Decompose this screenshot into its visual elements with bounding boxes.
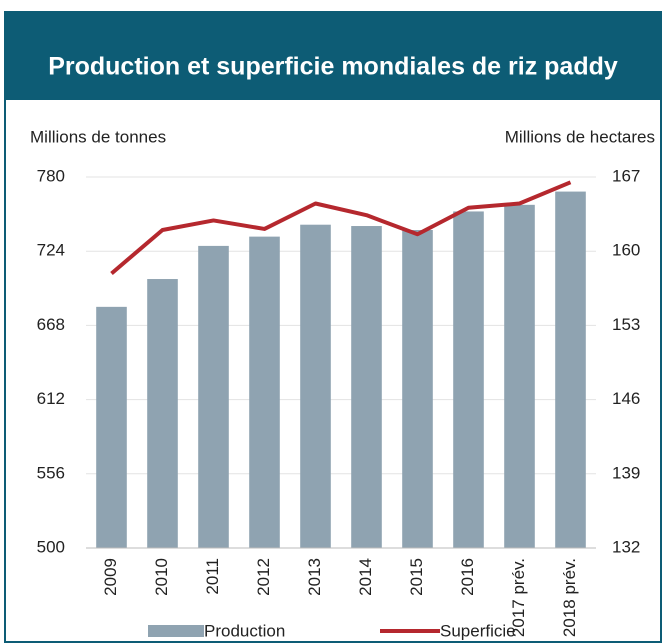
bar bbox=[300, 224, 331, 548]
y-tick-label: 556 bbox=[37, 463, 65, 482]
y-tick-label: 724 bbox=[37, 241, 65, 260]
x-tick-label: 2014 bbox=[356, 558, 375, 596]
header bbox=[5, 12, 661, 100]
x-tick-label: 2018 prév. bbox=[560, 558, 579, 637]
line bbox=[110, 180, 572, 275]
y-tick-label: 612 bbox=[37, 389, 65, 408]
x-tick-label: 2011 bbox=[203, 558, 222, 595]
legend-swatch bbox=[148, 625, 204, 637]
legend-label: Superficie bbox=[440, 621, 516, 640]
x-tick-label: 2016 bbox=[458, 558, 477, 596]
y2-tick-label: 160 bbox=[612, 241, 640, 260]
bar bbox=[504, 204, 535, 548]
bar bbox=[453, 211, 484, 548]
x-tick-label: 2017 prév. bbox=[509, 558, 528, 637]
y-tick-label: 668 bbox=[37, 315, 65, 334]
x-tick-label: 2013 bbox=[305, 558, 324, 596]
y-tick-label: 500 bbox=[37, 537, 65, 556]
x-tick-label: 2009 bbox=[101, 558, 120, 596]
x-tick-label: 2010 bbox=[152, 558, 171, 596]
y2-tick-label: 167 bbox=[612, 166, 640, 185]
y-axis-label: Millions de tonnes bbox=[30, 127, 166, 146]
y-tick-label: 780 bbox=[37, 166, 65, 185]
y2-tick-label: 153 bbox=[612, 315, 640, 334]
bar bbox=[555, 191, 586, 548]
chart-title: Production et superficie mondiales de ri… bbox=[48, 53, 618, 81]
bar bbox=[198, 245, 229, 548]
y2-tick-label: 146 bbox=[612, 389, 640, 408]
x-tick-label: 2012 bbox=[254, 558, 273, 596]
bar bbox=[96, 306, 127, 548]
bar bbox=[249, 236, 280, 548]
x-tick-label: 2015 bbox=[407, 558, 426, 596]
bar bbox=[402, 230, 433, 548]
y2-axis-label: Millions de hectares bbox=[505, 127, 655, 146]
bar bbox=[351, 226, 382, 548]
y2-tick-label: 132 bbox=[612, 537, 640, 556]
legend-label: Production bbox=[204, 621, 285, 640]
y2-tick-label: 139 bbox=[612, 463, 640, 482]
bar bbox=[147, 279, 178, 548]
